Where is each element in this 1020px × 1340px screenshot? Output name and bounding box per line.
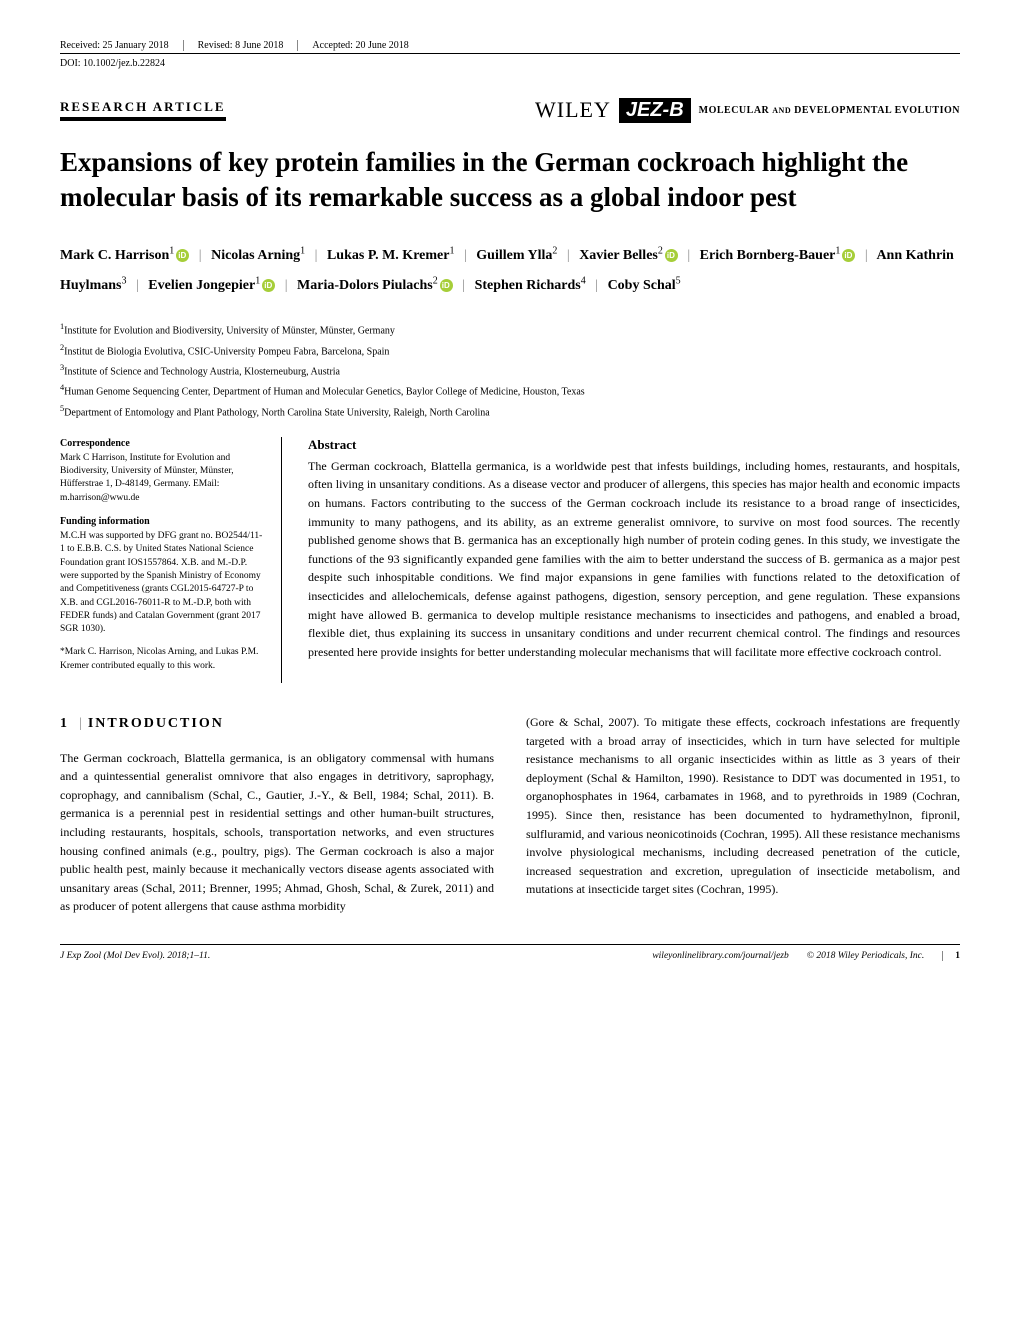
side-column: Correspondence Mark C Harrison, Institut… — [60, 437, 282, 683]
correspondence-title: Correspondence — [60, 437, 265, 451]
affiliation: 1Institute for Evolution and Biodiversit… — [60, 320, 960, 339]
correspondence-abstract-row: Correspondence Mark C Harrison, Institut… — [60, 437, 960, 683]
article-type-label: RESEARCH ARTICLE — [60, 99, 226, 121]
author-separator: | — [199, 248, 202, 263]
footer-copyright: © 2018 Wiley Periodicals, Inc. — [807, 951, 925, 961]
orcid-icon — [176, 249, 189, 262]
accepted-date: Accepted: 20 June 2018 — [312, 40, 422, 51]
author-separator: | — [462, 278, 465, 293]
page-number: 1 — [942, 951, 960, 961]
author-separator: | — [865, 248, 868, 263]
affiliation-list: 1Institute for Evolution and Biodiversit… — [60, 320, 960, 421]
page-footer: J Exp Zool (Mol Dev Evol). 2018;1–11. wi… — [60, 944, 960, 961]
footer-citation: J Exp Zool (Mol Dev Evol). 2018;1–11. — [60, 951, 210, 961]
affiliation: 3Institute of Science and Technology Aus… — [60, 361, 960, 380]
orcid-icon — [262, 279, 275, 292]
author-separator: | — [567, 248, 570, 263]
author: Coby Schal5 — [608, 278, 681, 293]
author-separator: | — [285, 278, 288, 293]
author: Erich Bornberg-Bauer1 — [700, 248, 856, 263]
author-separator: | — [595, 278, 598, 293]
introduction-section: 1|INTRODUCTION The German cockroach, Bla… — [60, 713, 960, 916]
author: Evelien Jongepier1 — [148, 278, 275, 293]
revised-date: Revised: 8 June 2018 — [198, 40, 299, 51]
journal-logo: WILEY JEZ-B MOLECULAR AND DEVELOPMENTAL … — [535, 97, 960, 123]
funding-body: M.C.H was supported by DFG grant no. BO2… — [60, 530, 265, 636]
author: Nicolas Arning1 — [211, 248, 305, 263]
author-separator: | — [687, 248, 690, 263]
author-separator: | — [315, 248, 318, 263]
orcid-icon — [842, 249, 855, 262]
paper-title: Expansions of key protein families in th… — [60, 145, 960, 214]
section-number: 1 — [60, 716, 69, 731]
intro-right-column: (Gore & Schal, 2007). To mitigate these … — [526, 713, 960, 916]
abstract-heading: Abstract — [308, 437, 960, 453]
section-1-heading: 1|INTRODUCTION — [60, 713, 494, 735]
funding-title: Funding information — [60, 515, 265, 529]
intro-paragraph-2: (Gore & Schal, 2007). To mitigate these … — [526, 713, 960, 899]
section-title: INTRODUCTION — [88, 716, 224, 731]
orcid-icon — [665, 249, 678, 262]
abstract-text: The German cockroach, Blattella germanic… — [308, 457, 960, 662]
author-separator: | — [136, 278, 139, 293]
author: Guillem Ylla2 — [476, 248, 557, 263]
correspondence-body: Mark C Harrison, Institute for Evolution… — [60, 452, 265, 505]
header-row: RESEARCH ARTICLE WILEY JEZ-B MOLECULAR A… — [60, 97, 960, 123]
abstract-column: Abstract The German cockroach, Blattella… — [308, 437, 960, 683]
affiliation: 2Institut de Biologia Evolutiva, CSIC-Un… — [60, 341, 960, 360]
affiliation: 5Department of Entomology and Plant Path… — [60, 402, 960, 421]
contribution-note: *Mark C. Harrison, Nicolas Arning, and L… — [60, 646, 265, 673]
doi: DOI: 10.1002/jez.b.22824 — [60, 58, 960, 69]
author: Lukas P. M. Kremer1 — [327, 248, 455, 263]
funding-block: Funding information M.C.H was supported … — [60, 515, 265, 636]
author: Xavier Belles2 — [579, 248, 678, 263]
correspondence-block: Correspondence Mark C Harrison, Institut… — [60, 437, 265, 505]
intro-paragraph-1: The German cockroach, Blattella germanic… — [60, 749, 494, 916]
orcid-icon — [440, 279, 453, 292]
submission-dates: Received: 25 January 2018 Revised: 8 Jun… — [60, 40, 960, 54]
journal-subtitle: MOLECULAR AND DEVELOPMENTAL EVOLUTION — [699, 105, 960, 116]
author: Maria-Dolors Piulachs2 — [297, 278, 453, 293]
footer-url: wileyonlinelibrary.com/journal/jezb — [652, 951, 788, 961]
wiley-logo: WILEY — [535, 97, 611, 123]
author-list: Mark C. Harrison1 | Nicolas Arning1 | Lu… — [60, 240, 960, 300]
author: Mark C. Harrison1 — [60, 248, 189, 263]
jezb-badge: JEZ-B — [619, 98, 691, 123]
received-date: Received: 25 January 2018 — [60, 40, 184, 51]
affiliation: 4Human Genome Sequencing Center, Departm… — [60, 381, 960, 400]
author-separator: | — [464, 248, 467, 263]
intro-left-column: 1|INTRODUCTION The German cockroach, Bla… — [60, 713, 494, 916]
author: Stephen Richards4 — [475, 278, 586, 293]
